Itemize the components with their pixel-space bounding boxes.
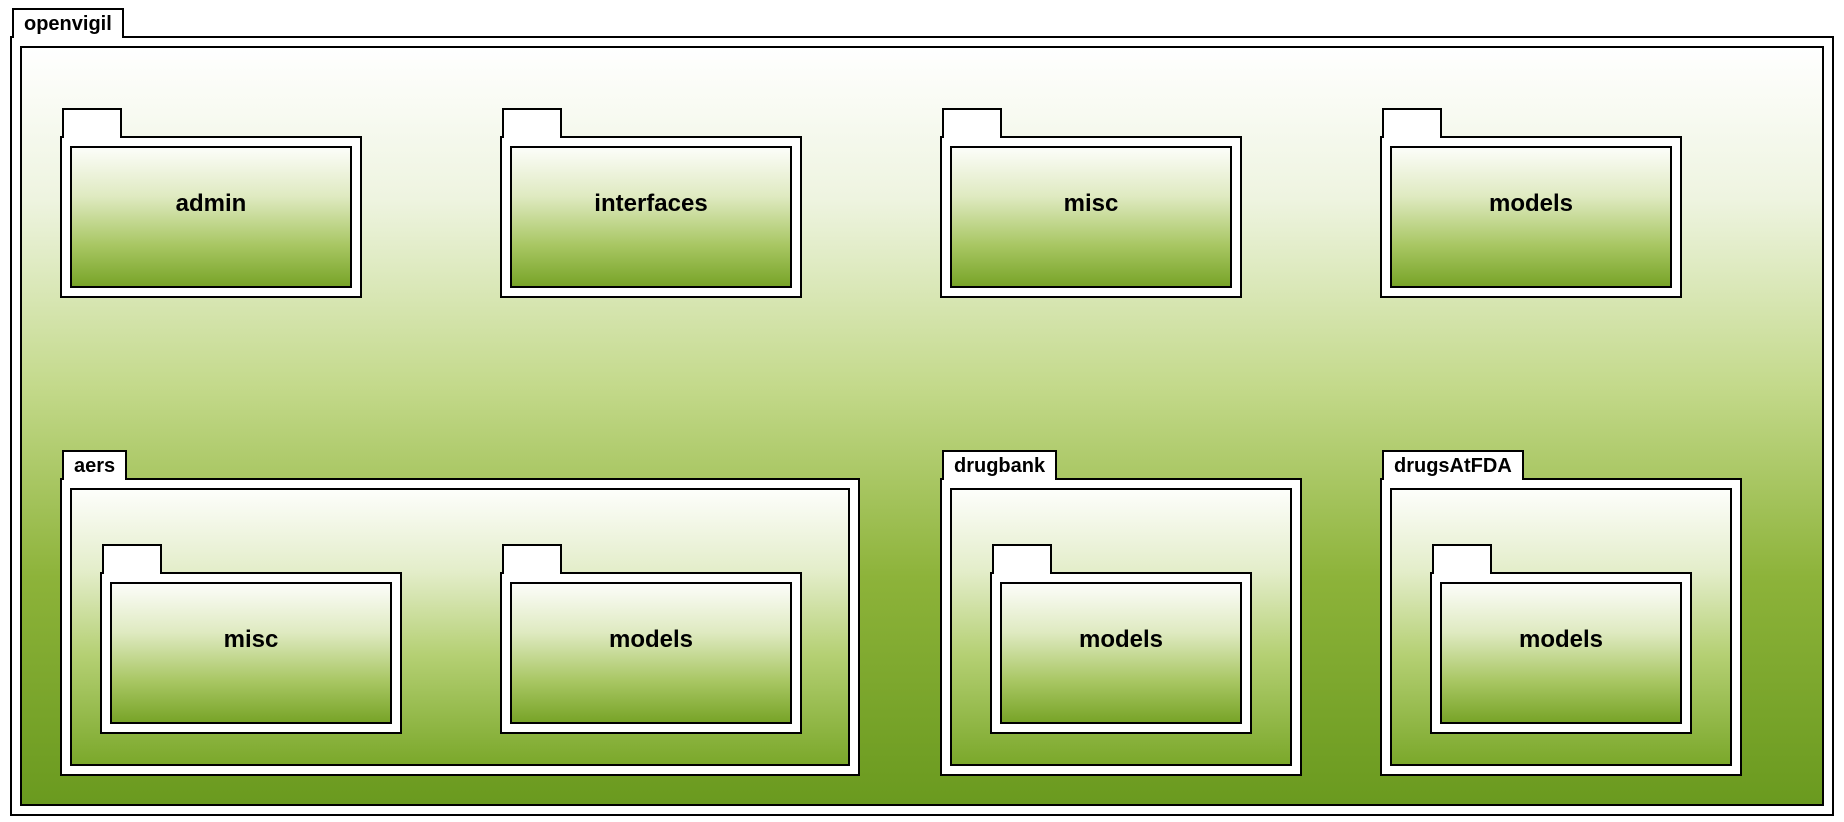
package-aers-models-inner: models bbox=[510, 582, 792, 724]
package-interfaces-tab bbox=[502, 108, 562, 138]
package-admin-label: admin bbox=[72, 190, 350, 218]
package-openvigil-tab: openvigil bbox=[12, 8, 124, 38]
package-drugsatfda-models: models bbox=[1430, 572, 1692, 734]
package-aers-models: models bbox=[500, 572, 802, 734]
package-drugbank-label: drugbank bbox=[954, 455, 1045, 478]
package-models-tab bbox=[1382, 108, 1442, 138]
package-models-inner: models bbox=[1390, 146, 1672, 288]
package-aers-misc-inner: misc bbox=[110, 582, 392, 724]
package-drugbank-models-inner: models bbox=[1000, 582, 1242, 724]
package-interfaces: interfaces bbox=[500, 136, 802, 298]
package-admin: admin bbox=[60, 136, 362, 298]
package-misc: misc bbox=[940, 136, 1242, 298]
package-models-label: models bbox=[1392, 190, 1670, 218]
package-drugsatfda-models-inner: models bbox=[1440, 582, 1682, 724]
package-aers-models-tab bbox=[502, 544, 562, 574]
package-models: models bbox=[1380, 136, 1682, 298]
package-aers-misc: misc bbox=[100, 572, 402, 734]
package-drugsatfda-tab: drugsAtFDA bbox=[1382, 450, 1524, 480]
package-drugbank-models: models bbox=[990, 572, 1252, 734]
package-drugsatfda-label: drugsAtFDA bbox=[1394, 455, 1512, 478]
diagram-canvas: openvigil admin interfaces misc models a… bbox=[0, 0, 1844, 822]
package-drugsatfda-models-label: models bbox=[1442, 626, 1680, 654]
package-aers-tab: aers bbox=[62, 450, 127, 480]
package-aers-misc-tab bbox=[102, 544, 162, 574]
package-drugbank-models-tab bbox=[992, 544, 1052, 574]
package-drugsatfda-models-tab bbox=[1432, 544, 1492, 574]
package-openvigil-label: openvigil bbox=[24, 13, 112, 36]
package-admin-inner: admin bbox=[70, 146, 352, 288]
package-misc-label: misc bbox=[952, 190, 1230, 218]
package-aers-misc-label: misc bbox=[112, 626, 390, 654]
package-aers-label: aers bbox=[74, 455, 115, 478]
package-drugbank-models-label: models bbox=[1002, 626, 1240, 654]
package-misc-inner: misc bbox=[950, 146, 1232, 288]
package-aers-models-label: models bbox=[512, 626, 790, 654]
package-admin-tab bbox=[62, 108, 122, 138]
package-interfaces-label: interfaces bbox=[512, 190, 790, 218]
package-misc-tab bbox=[942, 108, 1002, 138]
package-drugbank-tab: drugbank bbox=[942, 450, 1057, 480]
package-interfaces-inner: interfaces bbox=[510, 146, 792, 288]
